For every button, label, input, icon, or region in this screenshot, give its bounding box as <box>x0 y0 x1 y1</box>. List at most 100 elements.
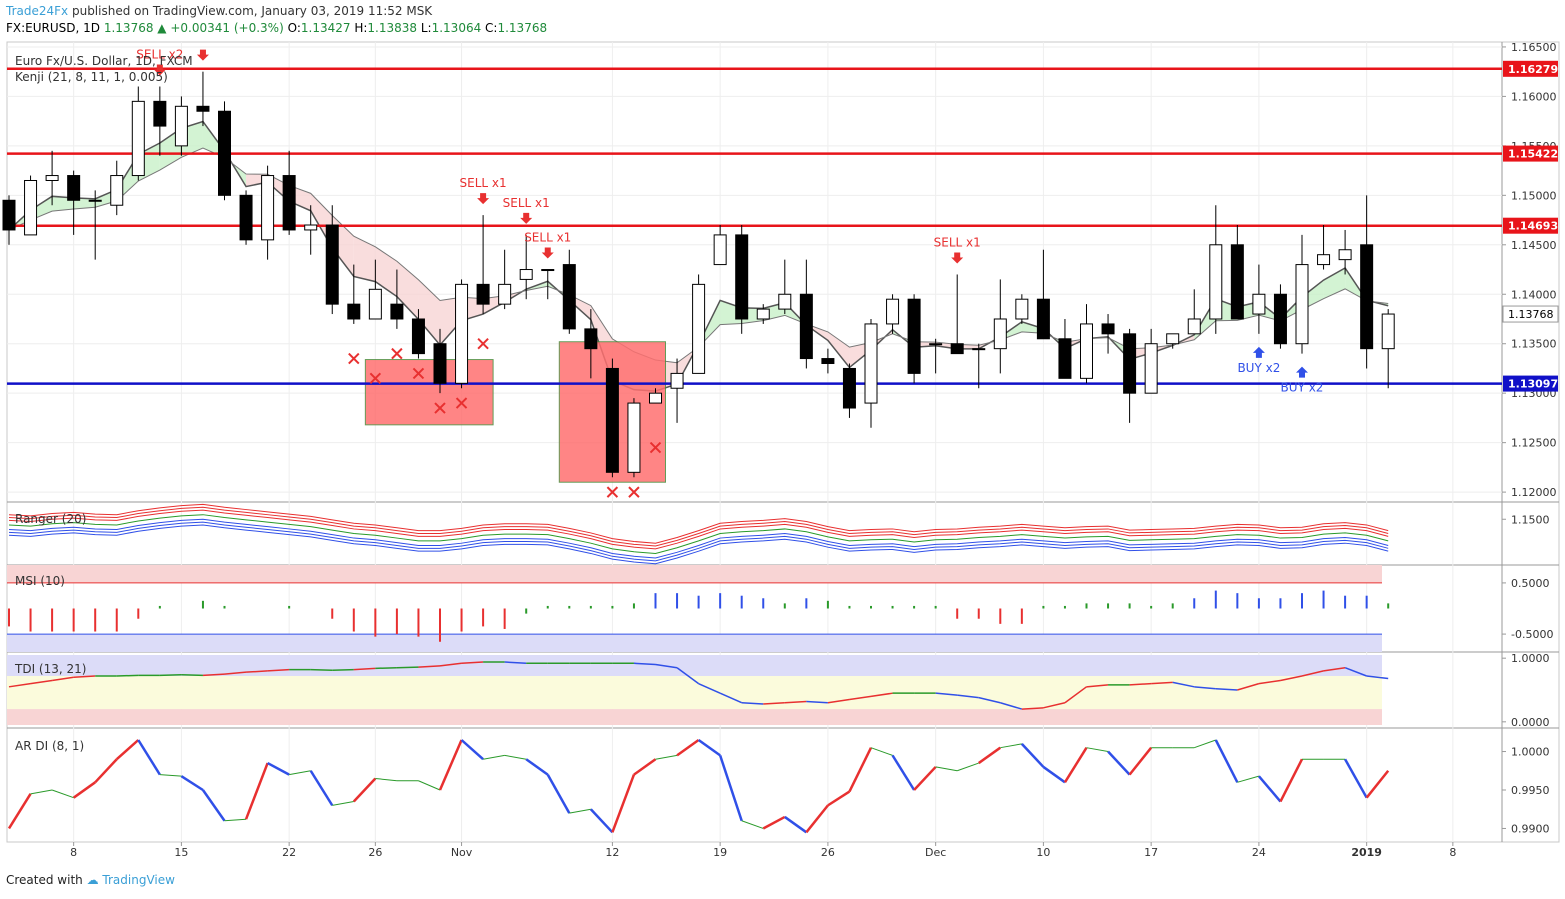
candle-body <box>433 343 447 384</box>
tdi-line-segment <box>332 668 354 672</box>
tdi-line-segment <box>784 700 807 704</box>
ardi-line-segment <box>718 754 743 822</box>
ranger-title: Ranger (20) <box>15 512 86 526</box>
ardi-line-segment <box>7 793 32 830</box>
tdi-line-segment <box>1064 686 1087 704</box>
tdi-line-segment <box>116 674 139 677</box>
tdi-line-segment <box>310 668 333 672</box>
ardi-line-segment <box>957 762 979 772</box>
x-mark <box>606 486 619 498</box>
ardi-line-segment <box>525 758 549 776</box>
price-tick-label: 1.13500 <box>1511 338 1557 351</box>
tdi-line-segment <box>461 661 484 665</box>
ardi-line-segment <box>676 738 700 757</box>
author-link[interactable]: Trade24Fx <box>6 4 69 18</box>
ardi-line-segment <box>1344 758 1368 799</box>
candle-body <box>1209 244 1223 320</box>
ardi-line-segment <box>913 766 937 791</box>
tdi-line-segment <box>1172 681 1195 688</box>
x-mark <box>628 486 640 498</box>
x-tick-label: 22 <box>282 846 296 859</box>
tdi-line-segment <box>655 663 678 669</box>
candle-body <box>1101 323 1115 335</box>
x-tick-label: 15 <box>174 846 188 859</box>
ardi-line-segment <box>1365 769 1390 799</box>
sell-arrow-icon <box>520 212 533 224</box>
chart-title: Euro Fx/U.S. Dollar, 1D, FXCM <box>15 54 193 68</box>
tdi-line-segment <box>224 671 247 675</box>
price-tick-label: 1.16000 <box>1511 90 1557 103</box>
ardi-line-segment <box>655 754 678 760</box>
msi-tick-label: -0.5000 <box>1511 628 1553 641</box>
sell-signal-label: SELL x1 <box>524 231 571 245</box>
kenji-cloud-segment <box>418 279 440 345</box>
ardi-line-segment <box>1042 765 1066 784</box>
candle-body <box>692 283 706 374</box>
candle-body <box>735 234 749 320</box>
ardi-line-segment <box>94 758 118 784</box>
sell-arrow-icon <box>477 193 490 205</box>
level-price-badge <box>1503 217 1558 234</box>
candle-body <box>907 298 921 374</box>
candle-body <box>799 293 813 360</box>
x-tick-label: Dec <box>925 846 946 859</box>
ranger-upper-band <box>8 503 1389 544</box>
tdi-line-segment <box>418 665 441 668</box>
candle-body <box>864 323 878 404</box>
level-price-label: 1.16279 <box>1508 63 1558 76</box>
ardi-line-segment <box>762 815 786 830</box>
ardi-line-segment <box>848 747 873 793</box>
sell-arrow-icon <box>541 247 554 259</box>
tdi-line-segment <box>202 673 225 677</box>
candle-body <box>562 264 576 330</box>
tdi-line-segment <box>246 670 268 673</box>
ardi-line-segment <box>569 808 591 814</box>
candle-body <box>131 100 145 177</box>
level-price-badge <box>1503 145 1558 162</box>
ranger-tick-label: 1.1500 <box>1511 513 1550 526</box>
tdi-line-segment <box>30 679 53 685</box>
candle-body <box>519 269 533 280</box>
ardi-line-segment <box>1214 739 1239 783</box>
x-mark <box>455 397 468 409</box>
ardi-line-segment <box>201 789 226 822</box>
ardi-line-segment <box>1020 742 1045 768</box>
price-tick-label: 1.14500 <box>1511 239 1557 252</box>
close-value: 1.13768 <box>497 21 548 35</box>
ardi-line-segment <box>1279 758 1304 803</box>
last-price-badge <box>1502 305 1559 323</box>
candle-body <box>1036 298 1050 340</box>
candle-body <box>1360 244 1374 350</box>
open-value: 1.13427 <box>300 21 351 35</box>
tradingview-link[interactable]: TradingView <box>102 873 175 887</box>
candle-body <box>174 105 188 147</box>
candle-body <box>993 318 1007 350</box>
ardi-title: AR DI (8, 1) <box>15 739 84 753</box>
tdi-line-segment <box>396 666 419 669</box>
candle-body <box>1015 298 1029 320</box>
candle-body <box>1080 323 1093 379</box>
ardi-line-segment <box>891 754 916 791</box>
msi-title: MSI (10) <box>15 574 65 588</box>
x-tick-label: Nov <box>451 846 473 859</box>
candle-body <box>950 343 964 355</box>
published-line: Trade24Fx published on TradingView.com, … <box>6 4 432 18</box>
ardi-line-segment <box>418 780 441 791</box>
candle-body <box>1295 264 1309 345</box>
level-price-label: 1.14693 <box>1508 220 1558 233</box>
ardi-line-segment <box>483 754 505 760</box>
candle-body <box>45 175 59 181</box>
buy-signal-label: BUY x2 <box>1237 361 1280 375</box>
tdi-line-segment <box>181 673 203 677</box>
tdi-line-segment <box>1366 675 1389 680</box>
tdi-line-segment <box>1021 707 1044 710</box>
candle-body <box>1381 313 1395 350</box>
candle-body <box>1317 254 1331 266</box>
low-value: 1.13064 <box>431 21 482 35</box>
ardi-line-segment <box>115 739 140 761</box>
msi-upper-zone <box>7 565 1382 583</box>
candle-body <box>325 224 339 305</box>
ardi-line-segment <box>1128 746 1153 776</box>
x-mark <box>391 347 403 360</box>
